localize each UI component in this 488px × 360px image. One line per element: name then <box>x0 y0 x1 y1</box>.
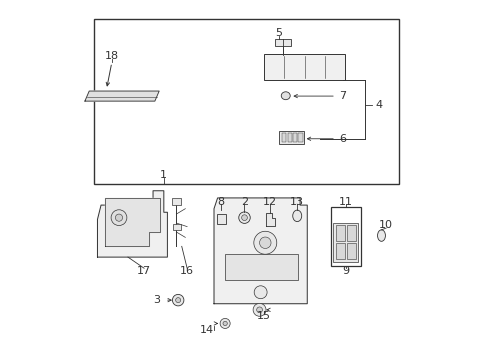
Text: 16: 16 <box>180 266 194 276</box>
Bar <box>335 243 345 259</box>
Text: 9: 9 <box>342 266 349 276</box>
Text: 14: 14 <box>200 325 213 334</box>
Text: 17: 17 <box>137 266 151 276</box>
Circle shape <box>259 237 270 248</box>
Text: 4: 4 <box>375 100 382 110</box>
Text: 13: 13 <box>289 197 304 207</box>
Bar <box>172 224 180 230</box>
Circle shape <box>253 303 265 316</box>
Bar <box>224 253 298 280</box>
Text: 7: 7 <box>339 91 346 101</box>
Circle shape <box>175 298 180 303</box>
Bar <box>278 131 303 144</box>
Polygon shape <box>214 198 306 304</box>
Ellipse shape <box>241 215 247 221</box>
Bar <box>264 54 344 80</box>
Bar <box>172 198 181 205</box>
Bar <box>346 243 355 259</box>
Polygon shape <box>85 91 159 101</box>
Polygon shape <box>97 191 167 257</box>
Bar <box>274 39 290 45</box>
Polygon shape <box>104 198 160 246</box>
Bar <box>292 133 297 142</box>
Circle shape <box>172 294 183 306</box>
Circle shape <box>115 214 122 221</box>
Text: 11: 11 <box>338 197 352 207</box>
Text: 2: 2 <box>241 197 247 207</box>
Bar <box>335 225 345 241</box>
Circle shape <box>254 286 266 299</box>
Ellipse shape <box>377 230 385 241</box>
Circle shape <box>253 231 276 254</box>
Text: 1: 1 <box>160 170 167 180</box>
Bar <box>298 133 302 142</box>
Bar <box>287 133 291 142</box>
Text: 15: 15 <box>257 311 271 321</box>
Text: 8: 8 <box>217 197 224 207</box>
Text: 6: 6 <box>339 134 346 144</box>
Bar <box>94 19 398 184</box>
Ellipse shape <box>238 212 250 224</box>
Text: 5: 5 <box>275 28 282 38</box>
Bar <box>217 214 225 224</box>
Bar <box>333 223 357 262</box>
Text: 12: 12 <box>263 197 277 207</box>
Ellipse shape <box>281 92 290 100</box>
Bar <box>282 133 286 142</box>
Text: 3: 3 <box>153 295 160 305</box>
Circle shape <box>223 321 227 325</box>
Bar <box>346 225 355 241</box>
Bar <box>330 207 360 266</box>
Circle shape <box>111 210 126 226</box>
Text: 18: 18 <box>104 51 119 61</box>
Circle shape <box>256 307 262 313</box>
Text: 10: 10 <box>378 220 392 230</box>
Circle shape <box>220 319 230 328</box>
Ellipse shape <box>292 210 301 222</box>
Polygon shape <box>265 213 274 226</box>
